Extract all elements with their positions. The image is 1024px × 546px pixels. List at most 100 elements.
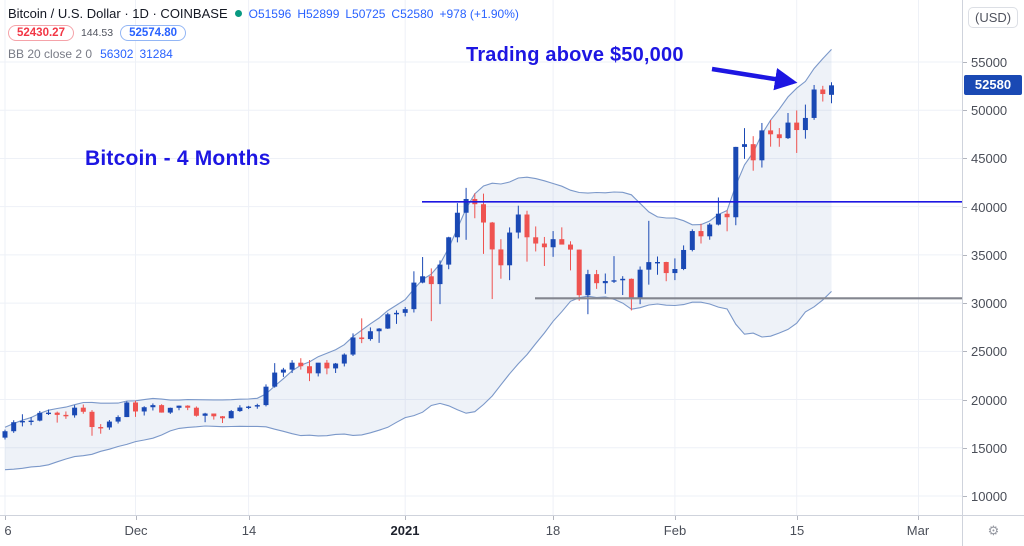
indicator-legend-row[interactable]: BB 20 close 2 0 56302 31284 xyxy=(8,47,519,61)
price-tick-label: 55000 xyxy=(971,55,1008,70)
time-tick-label: 6 xyxy=(4,523,12,538)
candle xyxy=(307,359,312,382)
candle-body xyxy=(341,354,347,364)
candle-body xyxy=(750,144,756,161)
candle-body xyxy=(185,405,191,408)
candle xyxy=(463,187,469,240)
candle-body xyxy=(115,417,121,422)
price-tickmark xyxy=(963,62,967,63)
chart-legend: Bitcoin / U.S. Dollar · 1D · COINBASE O5… xyxy=(8,6,519,61)
candle-body xyxy=(463,198,469,213)
bollinger-band-fill xyxy=(5,49,832,470)
candle-body xyxy=(237,407,243,412)
grid-lines xyxy=(0,0,962,515)
price-axis[interactable]: (USD) 52580 55000 50000 45000 40000 35000 300… xyxy=(962,0,1024,515)
candle xyxy=(211,413,217,420)
candle-body xyxy=(19,420,25,423)
candle-body xyxy=(124,402,130,418)
price-tickmark xyxy=(963,351,967,352)
candle xyxy=(2,429,8,440)
candle xyxy=(254,403,260,409)
candle-body xyxy=(454,212,460,238)
candle-body xyxy=(420,276,426,283)
candle xyxy=(98,424,104,434)
candle xyxy=(133,400,138,417)
currency-toggle[interactable]: (USD) xyxy=(968,7,1019,28)
chart-title-annotation[interactable]: Bitcoin - 4 Months xyxy=(85,147,271,170)
candle-body xyxy=(333,363,339,369)
candle xyxy=(533,226,539,252)
candle xyxy=(515,205,521,239)
bb-values: 56302 31284 xyxy=(100,47,173,61)
candle-body xyxy=(315,362,321,374)
candle-body xyxy=(376,328,382,332)
candle-body xyxy=(98,427,104,429)
candle xyxy=(150,403,156,411)
candle xyxy=(750,136,756,171)
candle-body xyxy=(829,85,834,95)
candle xyxy=(115,415,121,424)
candle xyxy=(289,360,295,374)
candle xyxy=(72,405,78,418)
buy-price-chip[interactable]: 52574.80 xyxy=(120,25,187,41)
bollinger-lower-line xyxy=(4,291,832,471)
candle xyxy=(724,210,730,232)
candle xyxy=(820,85,826,102)
candle xyxy=(367,327,373,341)
candle-body xyxy=(611,280,617,282)
candle-body xyxy=(550,239,556,248)
candle-body xyxy=(428,276,434,285)
candle-body xyxy=(515,214,521,233)
candle xyxy=(141,406,147,416)
candle xyxy=(446,236,452,270)
time-axis[interactable]: 6 Dec 14 2021 18 Feb 15 Mar xyxy=(0,515,962,546)
candle xyxy=(655,256,660,275)
candle xyxy=(672,258,678,281)
candle xyxy=(663,261,669,282)
candle-body xyxy=(89,411,95,428)
candle-body xyxy=(220,416,225,419)
time-tick-label: Mar xyxy=(906,523,930,538)
price-tick-label: 50000 xyxy=(971,103,1008,118)
candle-body xyxy=(359,337,365,340)
candle-body xyxy=(768,130,774,135)
time-tickmark xyxy=(405,516,406,520)
annotation-arrow[interactable] xyxy=(711,66,798,91)
candle xyxy=(350,333,356,356)
candle-body xyxy=(576,249,582,296)
candle xyxy=(776,128,782,147)
sell-price-chip[interactable]: 52430.27 xyxy=(8,25,74,41)
candle-body xyxy=(193,407,199,416)
candle xyxy=(768,120,774,147)
candle xyxy=(246,405,252,410)
candle xyxy=(576,249,582,301)
candle xyxy=(811,84,817,120)
candle xyxy=(759,122,765,168)
candle-body xyxy=(602,281,608,284)
axis-settings-button[interactable]: ⚙ xyxy=(962,515,1024,546)
candle-body xyxy=(707,224,713,237)
candle xyxy=(802,104,808,139)
candle xyxy=(324,360,330,375)
callout-annotation[interactable]: Trading above $50,000 xyxy=(466,44,684,66)
candle xyxy=(28,417,34,426)
candle-body xyxy=(524,214,530,238)
symbol-title: Bitcoin / U.S. Dollar · 1D · COINBASE xyxy=(8,6,228,21)
candle xyxy=(420,257,426,284)
candle xyxy=(159,404,165,413)
time-tickmark xyxy=(675,516,676,520)
candle xyxy=(167,407,173,414)
candle-body xyxy=(646,262,652,270)
candle-body xyxy=(533,237,539,244)
time-tickmark xyxy=(797,516,798,520)
candle xyxy=(541,236,547,266)
candle-body xyxy=(324,362,330,369)
candle xyxy=(280,367,286,377)
symbol-legend-row[interactable]: Bitcoin / U.S. Dollar · 1D · COINBASE O5… xyxy=(8,6,519,21)
candle-body xyxy=(80,407,86,412)
candle-body xyxy=(228,411,234,419)
candle xyxy=(785,113,791,140)
candle xyxy=(689,229,695,252)
candle xyxy=(63,411,69,419)
